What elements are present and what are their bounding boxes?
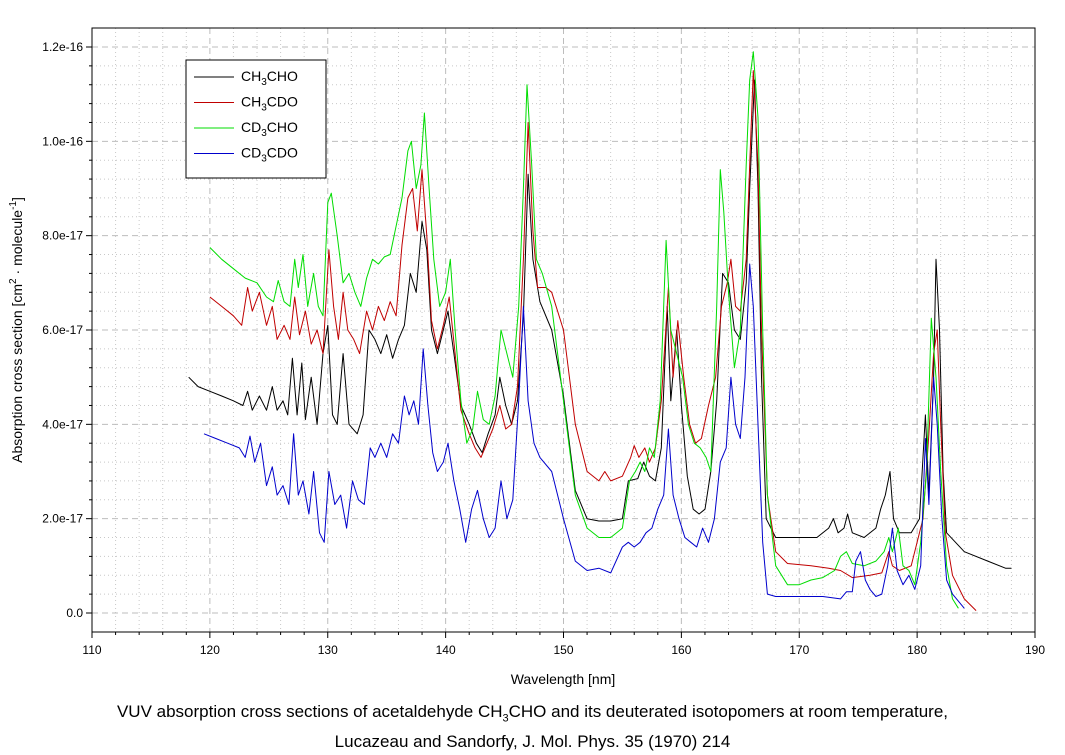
- series-line-ch3cdo: [209, 70, 977, 611]
- legend-label-ch3cdo: CH3CDO: [241, 94, 298, 114]
- legend-label-cd3cho: CD3CHO: [241, 119, 298, 139]
- x-tick-label: 140: [436, 643, 456, 657]
- x-tick-label: 120: [200, 643, 220, 657]
- caption: VUV absorption cross sections of acetald…: [0, 700, 1065, 754]
- x-tick-label: 190: [1025, 643, 1045, 657]
- y-tick-label: 0.0: [66, 606, 83, 620]
- y-tick-label: 1.2e-16: [42, 40, 83, 54]
- y-axis-title: Absorption cross section [cm2 · molecule…: [8, 197, 25, 463]
- tick-labels: 110 120 130 140 150 160 170 180 190 0.0 2.0e-17 4.0…: [42, 40, 1045, 657]
- caption-line-1: VUV absorption cross sections of acetald…: [116, 702, 949, 725]
- ticks: [86, 46, 1036, 638]
- series-line-cd3cho: [209, 51, 959, 609]
- legend-label-cd3cdo: CD3CDO: [241, 145, 298, 165]
- legend: CH3CHO CH3CDO CD3CHO CD3CDO: [185, 59, 327, 179]
- caption-line-2: Lucazeau and Sandorfy, J. Mol. Phys. 35 …: [334, 732, 731, 752]
- legend-label-ch3cho: CH3CHO: [241, 68, 298, 88]
- x-tick-label: 170: [789, 643, 809, 657]
- chart: 110 120 130 140 150 160 170 180 190 0.0 2.0e-17 4.0…: [8, 27, 1045, 687]
- y-tick-label: 8.0e-17: [42, 229, 83, 243]
- y-tick-label: 2.0e-17: [42, 512, 83, 526]
- x-tick-label: 110: [82, 643, 101, 657]
- y-tick-label: 1.0e-16: [42, 134, 83, 148]
- x-tick-label: 150: [553, 643, 573, 657]
- series-line-ch3cho: [188, 79, 1012, 569]
- x-tick-label: 130: [318, 643, 338, 657]
- legend-box: [185, 59, 327, 179]
- y-tick-label: 6.0e-17: [42, 323, 83, 337]
- x-tick-label: 180: [907, 643, 927, 657]
- x-axis-title: Wavelength [nm]: [511, 671, 616, 687]
- y-tick-label: 4.0e-17: [42, 417, 83, 431]
- series-layer: [188, 51, 1012, 611]
- series-line-cd3cdo: [203, 263, 965, 609]
- x-tick-label: 160: [671, 643, 691, 657]
